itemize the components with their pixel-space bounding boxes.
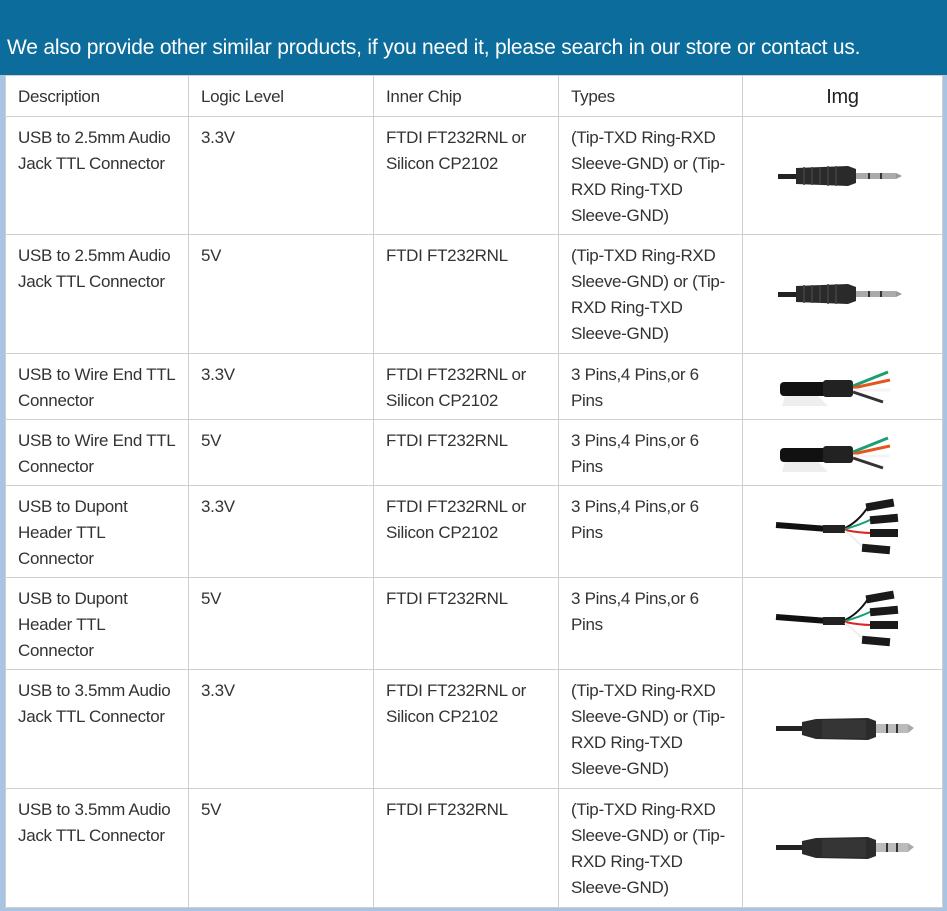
inner-chip-cell: FTDI FT232RNL or Silicon CP2102 [373, 353, 559, 420]
types-cell: (Tip-TXD Ring-RXD Sleeve-GND) or (Tip-RX… [558, 234, 743, 354]
product-image-jack-2.5mm [742, 234, 943, 354]
types-cell: 3 Pins,4 Pins,or 6 Pins [558, 577, 743, 670]
logic-level-cell: 5V [188, 419, 374, 486]
logic-level-cell: 3.3V [188, 669, 374, 789]
header-description: Description [5, 75, 189, 117]
logic-level-cell: 5V [188, 234, 374, 354]
product-table: Description Logic Level Inner Chip Types… [5, 75, 943, 908]
table-row: USB to 3.5mm Audio Jack TTL Connector 3.3… [5, 669, 943, 789]
table-row: USB to Dupont Header TTL Connector 5V FTDI… [5, 577, 943, 670]
logic-level-cell: 3.3V [188, 485, 374, 578]
inner-chip-cell: FTDI FT232RNL [373, 788, 559, 908]
product-image-jack-3.5mm [742, 669, 943, 789]
product-image-jack-3.5mm [742, 788, 943, 908]
header-inner-chip: Inner Chip [373, 75, 559, 117]
inner-chip-cell: FTDI FT232RNL or Silicon CP2102 [373, 485, 559, 578]
table-header-row: Description Logic Level Inner Chip Types… [5, 75, 943, 117]
description-cell: USB to 2.5mm Audio Jack TTL Connector [5, 234, 189, 354]
types-cell: (Tip-TXD Ring-RXD Sleeve-GND) or (Tip-RX… [558, 669, 743, 789]
table-row: USB to Wire End TTL Connector 3.3V FTDI FT… [5, 353, 943, 420]
inner-chip-cell: FTDI FT232RNL [373, 234, 559, 354]
table-row: USB to 2.5mm Audio Jack TTL Connector 3.3… [5, 116, 943, 235]
product-image-jack-2.5mm [742, 116, 943, 235]
logic-level-cell: 3.3V [188, 353, 374, 420]
table-row: USB to 2.5mm Audio Jack TTL Connector 5V F… [5, 234, 943, 354]
types-cell: 3 Pins,4 Pins,or 6 Pins [558, 353, 743, 420]
description-cell: USB to Wire End TTL Connector [5, 419, 189, 486]
header-types: Types [558, 75, 743, 117]
product-image-dupont [742, 577, 943, 670]
description-cell: USB to Wire End TTL Connector [5, 353, 189, 420]
product-image-dupont [742, 485, 943, 578]
table-row: USB to Dupont Header TTL Connector 3.3V FT… [5, 485, 943, 578]
header-img: Img [742, 75, 943, 117]
description-cell: USB to Dupont Header TTL Connector [5, 577, 189, 670]
logic-level-cell: 3.3V [188, 116, 374, 235]
types-cell: 3 Pins,4 Pins,or 6 Pins [558, 419, 743, 486]
header-logic-level: Logic Level [188, 75, 374, 117]
description-cell: USB to Dupont Header TTL Connector [5, 485, 189, 578]
inner-chip-cell: FTDI FT232RNL [373, 577, 559, 670]
inner-chip-cell: FTDI FT232RNL [373, 419, 559, 486]
description-cell: USB to 3.5mm Audio Jack TTL Connector [5, 669, 189, 789]
product-image-wire-end [742, 419, 943, 486]
product-image-wire-end [742, 353, 943, 420]
banner: We also provide other similar products, … [0, 0, 947, 75]
description-cell: USB to 3.5mm Audio Jack TTL Connector [5, 788, 189, 908]
banner-text: We also provide other similar products, … [7, 36, 861, 59]
description-cell: USB to 2.5mm Audio Jack TTL Connector [5, 116, 189, 235]
types-cell: 3 Pins,4 Pins,or 6 Pins [558, 485, 743, 578]
logic-level-cell: 5V [188, 788, 374, 908]
types-cell: (Tip-TXD Ring-RXD Sleeve-GND) or (Tip-RX… [558, 788, 743, 908]
logic-level-cell: 5V [188, 577, 374, 670]
inner-chip-cell: FTDI FT232RNL or Silicon CP2102 [373, 669, 559, 789]
table-row: USB to Wire End TTL Connector 5V FTDI FT23… [5, 419, 943, 486]
product-table-frame: Description Logic Level Inner Chip Types… [0, 75, 947, 911]
types-cell: (Tip-TXD Ring-RXD Sleeve-GND) or (Tip-RX… [558, 116, 743, 235]
table-row: USB to 3.5mm Audio Jack TTL Connector 5V F… [5, 788, 943, 908]
inner-chip-cell: FTDI FT232RNL or Silicon CP2102 [373, 116, 559, 235]
